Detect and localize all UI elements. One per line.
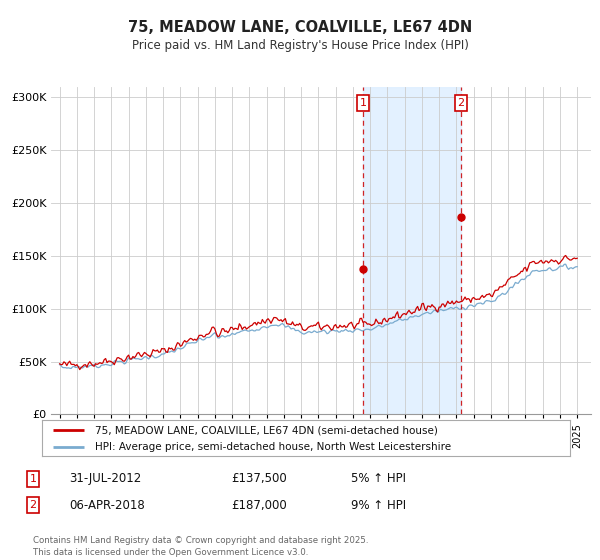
Text: 31-JUL-2012: 31-JUL-2012 [69, 472, 141, 486]
Text: 2: 2 [29, 500, 37, 510]
Text: Contains HM Land Registry data © Crown copyright and database right 2025.
This d: Contains HM Land Registry data © Crown c… [33, 536, 368, 557]
Text: 75, MEADOW LANE, COALVILLE, LE67 4DN: 75, MEADOW LANE, COALVILLE, LE67 4DN [128, 20, 472, 35]
Text: 2: 2 [457, 98, 464, 108]
Text: 5% ↑ HPI: 5% ↑ HPI [351, 472, 406, 486]
Text: Price paid vs. HM Land Registry's House Price Index (HPI): Price paid vs. HM Land Registry's House … [131, 39, 469, 52]
Text: HPI: Average price, semi-detached house, North West Leicestershire: HPI: Average price, semi-detached house,… [95, 442, 451, 452]
Text: £187,000: £187,000 [231, 498, 287, 512]
Bar [363, 87, 461, 414]
Text: 75, MEADOW LANE, COALVILLE, LE67 4DN (semi-detached house): 75, MEADOW LANE, COALVILLE, LE67 4DN (se… [95, 425, 437, 435]
Text: 1: 1 [359, 98, 367, 108]
Text: 1: 1 [29, 474, 37, 484]
Text: 9% ↑ HPI: 9% ↑ HPI [351, 498, 406, 512]
Text: £137,500: £137,500 [231, 472, 287, 486]
Text: 06-APR-2018: 06-APR-2018 [69, 498, 145, 512]
